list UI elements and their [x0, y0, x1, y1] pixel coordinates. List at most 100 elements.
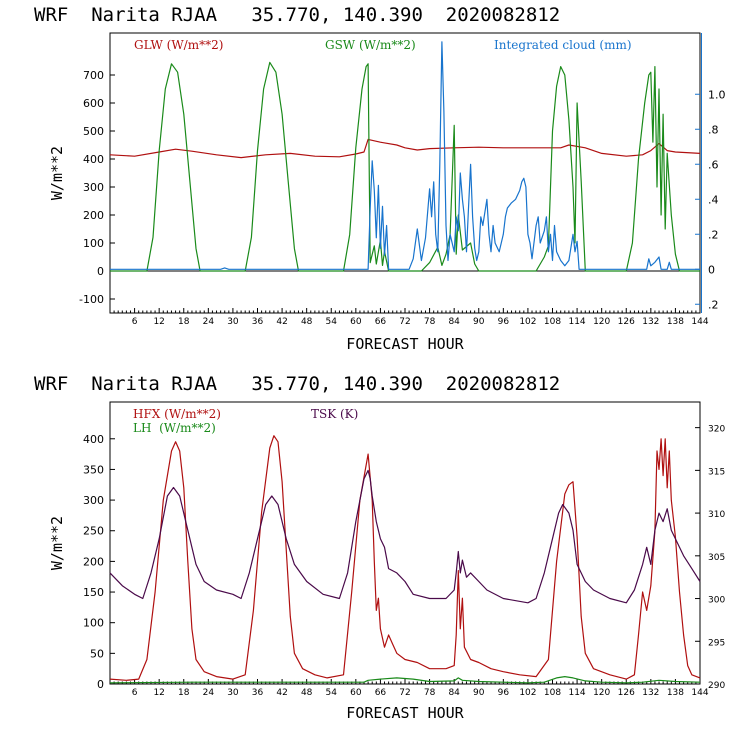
legend-integrated-cloud: Integrated cloud (mm): [494, 38, 632, 52]
bottom-x-tick-label: 18: [178, 688, 190, 698]
top-x-tick-label: 120: [593, 317, 610, 327]
bottom-series-lh: [109, 676, 701, 684]
top-x-tick-label: 30: [227, 317, 239, 327]
top-x-axis-label: FORECAST HOUR: [346, 335, 464, 353]
top-y2-tick-label: .4: [708, 193, 719, 206]
bottom-x-tick-label: 36: [252, 688, 264, 698]
bottom-y-ticks: 0 50 100 150 200 250 300 350 400: [83, 433, 115, 691]
bottom-x-tick-label: 138: [667, 688, 684, 698]
bottom-x-tick-label: 30: [227, 688, 239, 698]
bottom-x-tick-label: 90: [473, 688, 485, 698]
top-x-tick-label: 54: [326, 317, 338, 327]
top-x-tick-label: 84: [448, 317, 460, 327]
bottom-y-tick-label: 300: [83, 494, 104, 507]
bottom-x-tick-label: 60: [350, 688, 362, 698]
bottom-y2-ticks: 290 295 300 305 310 315 320: [695, 425, 725, 691]
bottom-series-tsk: [109, 469, 701, 604]
top-x-tick-label: 24: [203, 317, 215, 327]
bottom-y2-tick-label: 290: [708, 681, 725, 691]
top-y2-ticks: .2 0 .2 .4 .6 .8 1.0: [695, 88, 726, 311]
top-x-tick-label: 66: [375, 317, 387, 327]
bottom-chart-panel: WRF Narita RJAA 35.770, 140.390 20200828…: [34, 373, 725, 722]
top-x-tick-label: 96: [498, 317, 510, 327]
bottom-x-tick-label: 66: [375, 688, 387, 698]
top-y-tick-label: -100: [79, 293, 104, 306]
bottom-y2-tick-label: 315: [708, 467, 725, 477]
bottom-x-ticks: 6 12 18 24 30 36 42 48 54 60 66 72 78 84 90 96 102 108 114…: [109, 679, 709, 698]
bottom-x-tick-label: 132: [642, 688, 659, 698]
top-x-tick-label: 144: [691, 317, 708, 327]
top-y2-tick-label: .6: [708, 158, 719, 171]
top-x-tick-label: 90: [473, 317, 485, 327]
legend-glw: GLW (W/m**2): [134, 38, 223, 52]
bottom-x-tick-label: 126: [618, 688, 635, 698]
top-x-tick-label: 42: [276, 317, 287, 327]
bottom-x-tick-label: 114: [568, 688, 585, 698]
top-x-tick-label: 6: [132, 317, 138, 327]
bottom-y-tick-label: 350: [83, 463, 104, 476]
top-series-glw: [109, 138, 701, 159]
top-y-tick-label: 500: [83, 125, 104, 138]
top-y-tick-label: 400: [83, 153, 104, 166]
bottom-series: [109, 435, 701, 684]
bottom-x-tick-label: 84: [448, 688, 460, 698]
bottom-x-tick-label: 54: [326, 688, 338, 698]
bottom-x-tick-label: 96: [498, 688, 510, 698]
bottom-x-tick-label: 120: [593, 688, 610, 698]
top-x-tick-label: 12: [153, 317, 164, 327]
bottom-x-tick-label: 6: [132, 688, 138, 698]
top-y-tick-label: 300: [83, 181, 104, 194]
legend-tsk: TSK (K): [311, 407, 358, 421]
bottom-plot-frame: [109, 401, 701, 685]
legend-gsw: GSW (W/m**2): [325, 38, 416, 52]
top-x-tick-label: 48: [301, 317, 313, 327]
bottom-x-axis-label: FORECAST HOUR: [346, 704, 464, 722]
bottom-x-tick-label: 144: [691, 688, 708, 698]
top-right-axis-line: [701, 33, 702, 313]
bottom-y2-tick-label: 300: [708, 596, 725, 606]
top-x-ticks: 6 12 18 24 30 36 42 48 54 60 66 72 78 84 90 96 102 108 114…: [109, 308, 709, 327]
top-y-tick-label: 700: [83, 69, 104, 82]
bottom-x-tick-label: 72: [399, 688, 410, 698]
bottom-y-tick-label: 100: [83, 617, 104, 630]
bottom-y-tick-label: 50: [90, 647, 104, 660]
top-x-tick-label: 18: [178, 317, 190, 327]
top-series-integrated-cloud: [110, 41, 700, 270]
top-x-tick-label: 102: [519, 317, 536, 327]
top-series: [109, 41, 701, 272]
bottom-x-tick-label: 48: [301, 688, 313, 698]
bottom-y2-tick-label: 295: [708, 638, 725, 648]
top-y2-tick-label: 0: [708, 263, 715, 276]
bottom-series-hfx: [109, 435, 701, 681]
top-x-tick-label: 108: [544, 317, 561, 327]
top-y2-tick-label: 1.0: [708, 88, 726, 101]
bottom-y-tick-label: 250: [83, 525, 104, 538]
top-x-tick-label: 126: [618, 317, 635, 327]
bottom-y-tick-label: 200: [83, 555, 104, 568]
top-chart-title: WRF Narita RJAA 35.770, 140.390 20200828…: [34, 4, 560, 26]
top-y2-tick-label: .8: [708, 123, 719, 136]
top-y-tick-label: 600: [83, 97, 104, 110]
top-y-axis-label: W/m**2: [48, 146, 66, 200]
bottom-y2-tick-label: 305: [708, 553, 725, 563]
bottom-y-tick-label: 150: [83, 586, 104, 599]
top-y2-tick-label: .2: [708, 228, 719, 241]
top-x-tick-label: 36: [252, 317, 264, 327]
bottom-x-tick-label: 78: [424, 688, 436, 698]
top-y-tick-label: 200: [83, 209, 104, 222]
top-x-tick-label: 138: [667, 317, 684, 327]
top-x-tick-label: 72: [399, 317, 410, 327]
top-y-tick-label: 0: [97, 265, 104, 278]
bottom-y-axis-label: W/m**2: [48, 516, 66, 570]
bottom-x-tick-label: 102: [519, 688, 536, 698]
bottom-x-tick-label: 24: [203, 688, 215, 698]
bottom-x-tick-label: 108: [544, 688, 561, 698]
bottom-y-tick-label: 400: [83, 433, 104, 446]
bottom-y-tick-label: 0: [97, 678, 104, 691]
top-x-tick-label: 114: [568, 317, 585, 327]
top-x-tick-label: 78: [424, 317, 436, 327]
legend-hfx: HFX (W/m**2): [133, 407, 221, 421]
bottom-x-tick-label: 12: [153, 688, 164, 698]
legend-lh: LH (W/m**2): [133, 421, 216, 435]
